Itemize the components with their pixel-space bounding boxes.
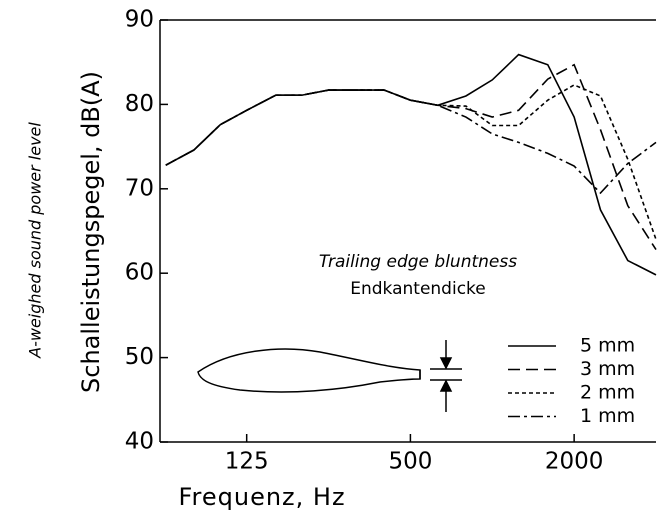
y-axis-label-secondary: A-weighed sound power level	[26, 122, 45, 359]
annotation: Trailing edge bluntness	[319, 252, 517, 272]
x-tick-label: 2000	[545, 449, 604, 475]
x-tick-label: 500	[388, 449, 432, 475]
airfoil	[197, 348, 421, 393]
y-tick-label: 60	[125, 260, 154, 286]
annotation: Endkantendicke	[350, 279, 486, 299]
series-line	[165, 53, 657, 276]
series-line	[165, 84, 657, 240]
arrowheads	[439, 357, 453, 392]
y-tick-label: 90	[125, 7, 154, 33]
legend-label: 1 mm	[580, 405, 635, 427]
legend-label: 3 mm	[580, 358, 635, 380]
series-line	[165, 63, 657, 251]
x-tick-label: 125	[225, 449, 269, 475]
y-tick-label: 50	[125, 344, 154, 370]
y-axis-label: Schalleistungspegel, dB(A)	[77, 71, 105, 393]
x-axis-label: Frequenz, Hz	[178, 483, 345, 511]
y-tick-label: 40	[125, 429, 154, 455]
airfoil-sketch	[197, 340, 462, 412]
legend-label: 2 mm	[580, 382, 635, 404]
y-tick-label: 70	[125, 175, 154, 201]
legend-label: 5 mm	[580, 335, 635, 357]
y-tick-label: 80	[125, 91, 154, 117]
series-line	[165, 89, 657, 195]
